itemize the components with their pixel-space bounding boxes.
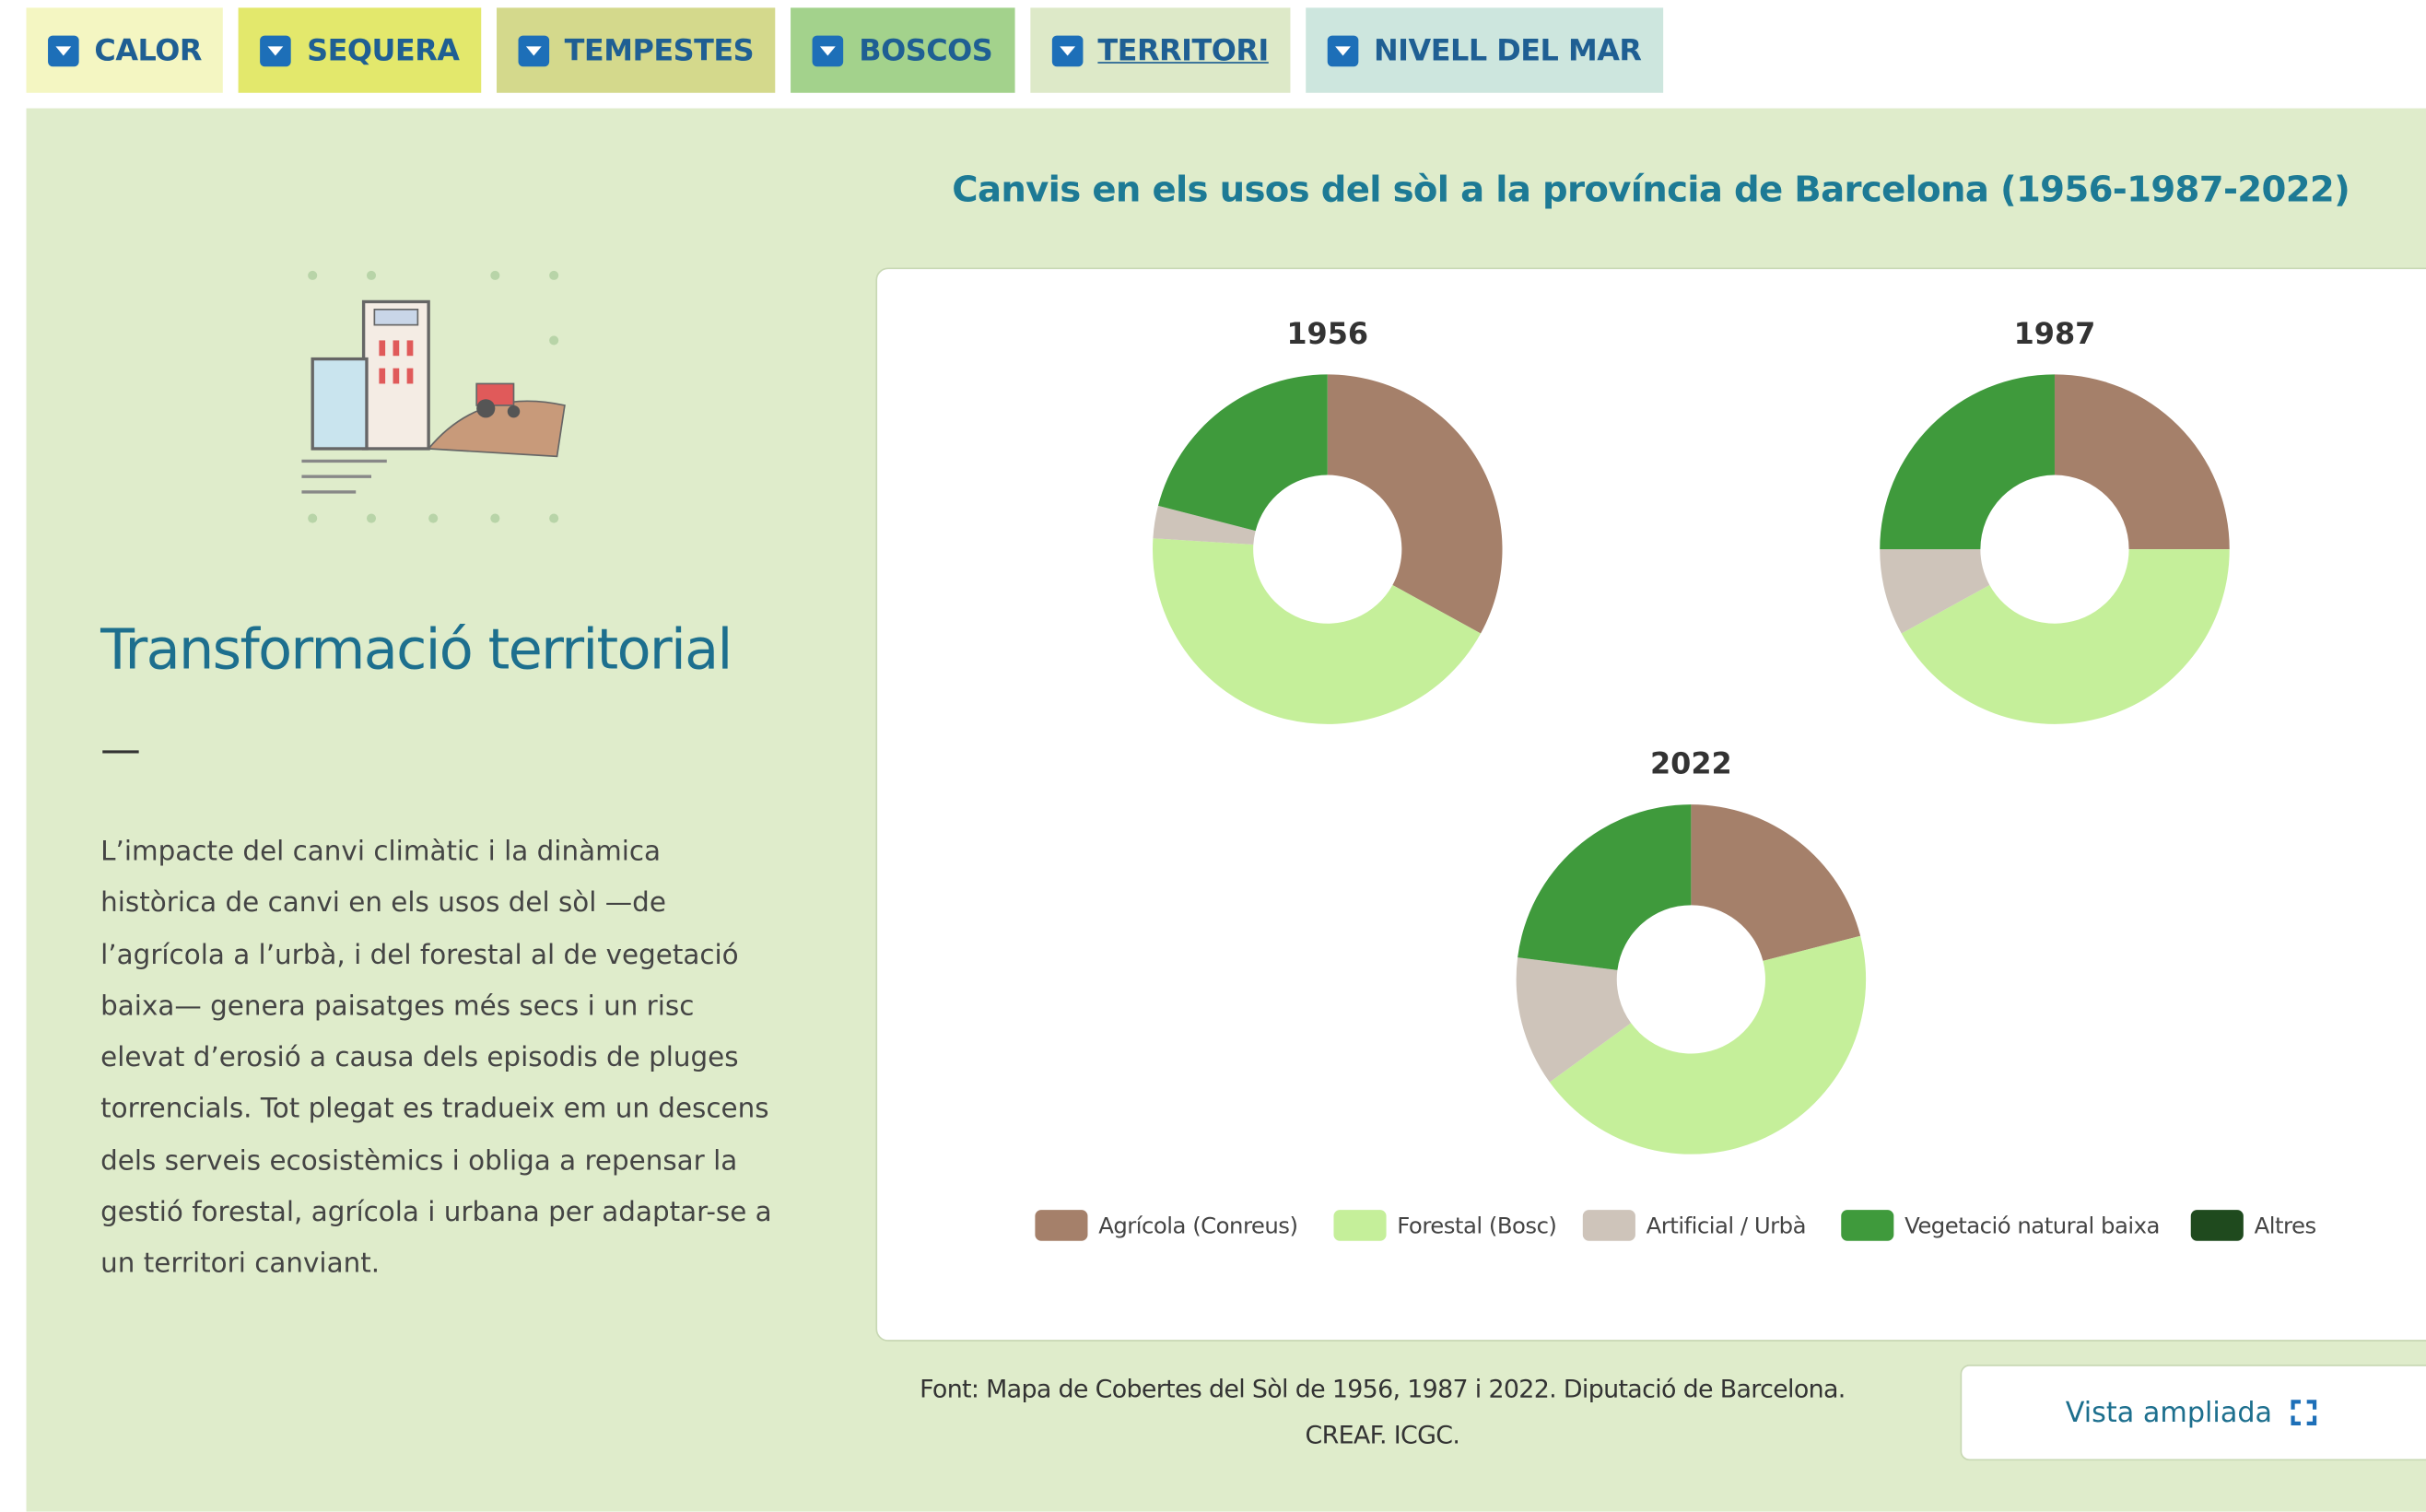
pie-label: 1987 (2014, 316, 2096, 351)
legend-label: Agrícola (Conreus) (1098, 1212, 1297, 1238)
legend-label: Altres (2255, 1212, 2316, 1238)
donut-slice (1158, 374, 1328, 531)
legend-label: Forestal (Bosc) (1397, 1212, 1556, 1238)
donut-slice (1691, 804, 1860, 961)
stage: CALORSEQUERATEMPESTESBOSCOSTERRITORINIVE… (0, 0, 2426, 1512)
donut-slice (2055, 374, 2230, 549)
legend-swatch (1583, 1210, 1635, 1241)
donut-slice (1880, 374, 2055, 549)
expand-icon[interactable] (2288, 1397, 2319, 1428)
legend-swatch (1035, 1210, 1087, 1241)
body: CALORSEQUERATEMPESTESBOSCOSTERRITORINIVE… (0, 0, 2426, 1511)
legend-swatch (1333, 1210, 1386, 1241)
pie-label: 2022 (1650, 746, 1732, 781)
expand-label[interactable]: Vista ampliada (2066, 1396, 2272, 1428)
page: Territori {"tabs": ["CALOR", "SEQUERA", … (0, 0, 2426, 1511)
legend-swatch (2191, 1210, 2244, 1241)
pie-label: 1956 (1286, 316, 1368, 351)
legend-swatch (1841, 1210, 1893, 1241)
source-note: Font: Mapa de Cobertes del Sòl de 1956, … (875, 1366, 1889, 1459)
expand-button[interactable]: Vista ampliada (1961, 1365, 2426, 1460)
donut-slice (1518, 804, 1691, 970)
legend-label: Artificial / Urbà (1647, 1212, 1806, 1238)
donut-slice (1328, 374, 1503, 633)
chart: 1956 1987 2022 Agrícola (Conreus) Forestal (… (0, 0, 2426, 1512)
legend-label: Vegetació natural baixa (1904, 1212, 2160, 1238)
